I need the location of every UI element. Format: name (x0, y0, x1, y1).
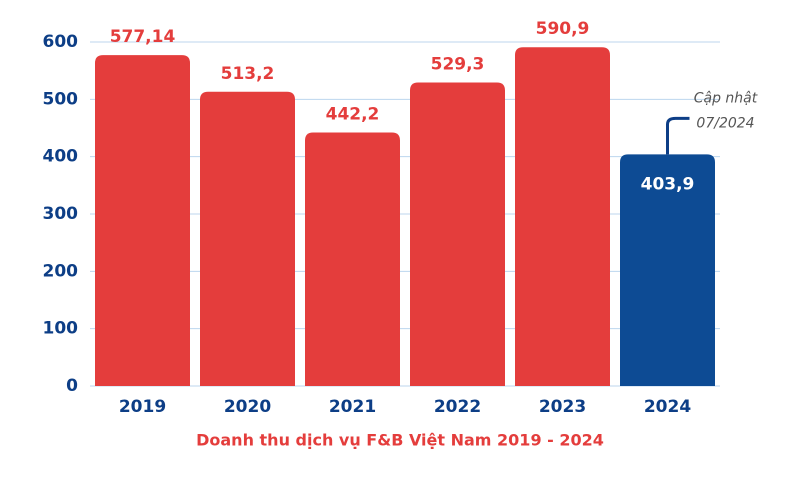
x-tick-label: 2021 (329, 397, 376, 417)
y-tick-label: 100 (43, 319, 79, 339)
bar (515, 47, 610, 386)
value-label: 529,3 (431, 55, 485, 75)
y-tick-label: 0 (66, 376, 78, 396)
y-tick-label: 500 (43, 89, 79, 109)
chart-title: Doanh thu dịch vụ F&B Việt Nam 2019 - 20… (196, 431, 604, 450)
value-label: 442,2 (326, 104, 380, 124)
y-tick-label: 200 (43, 261, 79, 281)
x-tick-label: 2019 (119, 397, 166, 417)
y-tick-label: 300 (43, 204, 79, 224)
y-tick-label: 600 (43, 32, 79, 52)
annotation: 07/2024 (696, 115, 754, 131)
value-label: 513,2 (221, 64, 275, 84)
x-tick-label: 2020 (224, 397, 271, 417)
value-label: 577,14 (110, 27, 176, 47)
bar (620, 154, 715, 386)
bar (410, 82, 505, 386)
annotation-connector (666, 116, 690, 155)
x-tick-label: 2024 (644, 397, 691, 417)
value-label: 590,9 (536, 19, 590, 39)
value-label: 403,9 (641, 174, 695, 194)
x-tick-label: 2022 (434, 397, 481, 417)
annotation: Cập nhật (694, 90, 758, 106)
x-tick-label: 2023 (539, 397, 586, 417)
bar (95, 55, 190, 387)
bar (305, 132, 400, 386)
y-tick-label: 400 (43, 147, 79, 167)
bar (200, 91, 295, 387)
